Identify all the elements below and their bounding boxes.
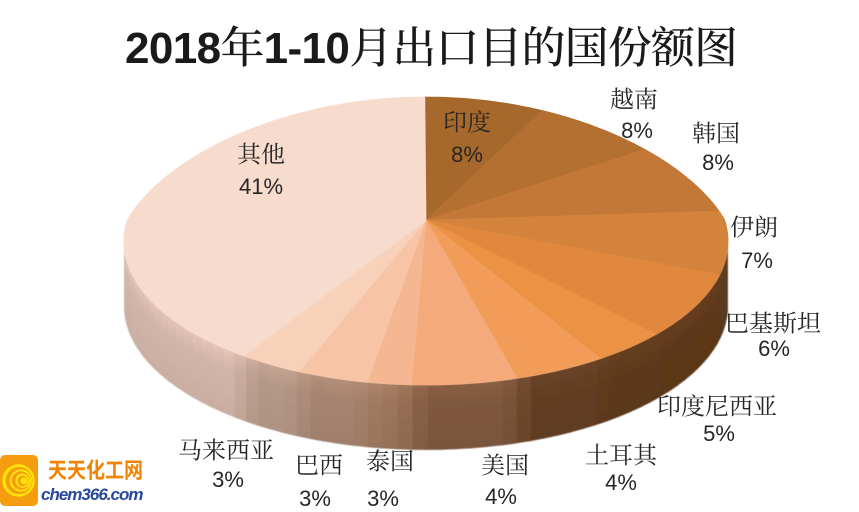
svg-text:3%: 3%	[299, 486, 331, 511]
svg-text:8%: 8%	[621, 118, 653, 143]
svg-text:chem366.com: chem366.com	[41, 485, 143, 504]
svg-text:2018: 2018	[125, 24, 221, 73]
svg-text:4%: 4%	[485, 484, 517, 509]
svg-text:4%: 4%	[605, 470, 637, 495]
svg-text:3%: 3%	[212, 467, 244, 492]
svg-text:5%: 5%	[703, 421, 735, 446]
svg-text:7%: 7%	[741, 248, 773, 273]
svg-text:6%: 6%	[758, 336, 790, 361]
svg-text:41%: 41%	[239, 174, 283, 199]
svg-text:3%: 3%	[367, 486, 399, 511]
svg-text:8%: 8%	[451, 142, 483, 167]
svg-text:8%: 8%	[702, 150, 734, 175]
svg-text:1-10: 1-10	[264, 24, 350, 73]
